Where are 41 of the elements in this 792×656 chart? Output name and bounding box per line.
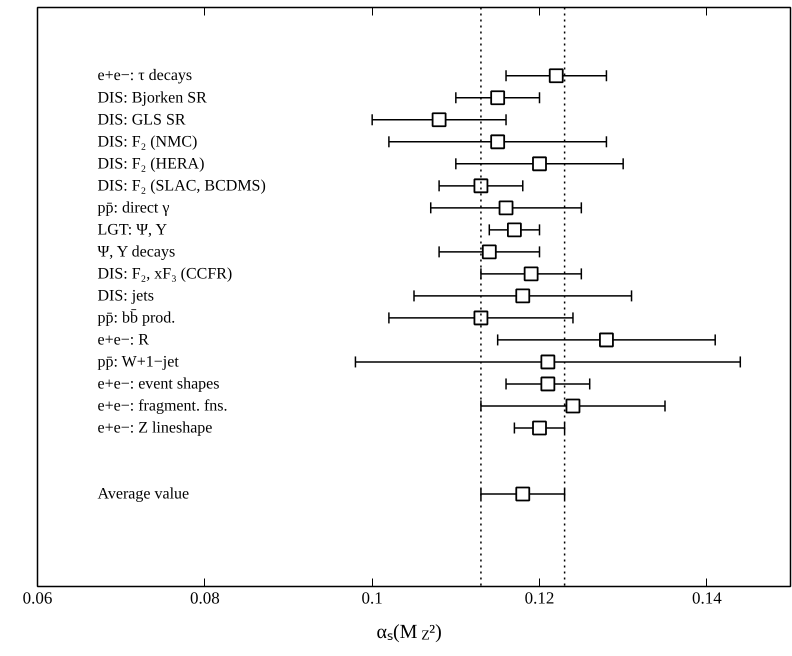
point	[548, 68, 564, 84]
y-tick-label: pp̄: direct γ	[98, 199, 170, 216]
point	[507, 222, 522, 238]
y-tick-label: Ψ, Υ decays	[98, 243, 176, 260]
point	[474, 310, 488, 326]
point	[532, 420, 547, 436]
point	[432, 112, 446, 128]
point	[540, 354, 556, 370]
point	[498, 200, 514, 216]
y-tick-label: e+e−: τ decays	[98, 67, 192, 84]
point	[515, 486, 530, 502]
point	[490, 90, 506, 106]
y-tick-label: DIS: F₂ (SLAC, BCDMS)	[98, 177, 266, 194]
y-tick-label: e+e−: Z lineshape	[98, 419, 212, 436]
x-tick-label: 0.14	[692, 588, 722, 608]
y-tick-label: pp̄: bb̄ prod.	[98, 308, 176, 326]
point	[599, 332, 614, 348]
point	[482, 244, 497, 260]
point	[540, 376, 556, 392]
y-tick-label: DIS: F₂ (NMC)	[98, 133, 198, 150]
point	[524, 266, 539, 282]
x-tick-label: 0.08	[190, 588, 220, 608]
y-tick-label: e+e−: fragment. fns.	[98, 397, 228, 414]
x-tick-label: 0.1	[362, 588, 383, 608]
y-tick-label: DIS: F₂, xF₃ (CCFR)	[98, 265, 232, 282]
y-tick-label: DIS: F₂ (HERA)	[98, 155, 204, 172]
y-tick-label: DIS: Bjorken SR	[98, 89, 208, 106]
y-tick-label: LGT: Ψ, Υ	[98, 221, 168, 238]
y-tick-label: DIS: jets	[98, 287, 154, 304]
x-tick-label: 0.06	[22, 588, 52, 608]
point	[532, 156, 547, 172]
point	[515, 288, 530, 304]
point	[566, 398, 580, 414]
x-tick-label: 0.12	[524, 588, 554, 608]
y-tick-label: pp̄: W+1−jet	[98, 353, 180, 370]
y-tick-label: e+e−: event shapes	[98, 375, 220, 392]
point	[474, 178, 488, 194]
y-tick-label: DIS: GLS SR	[98, 111, 186, 128]
y-tick-label: e+e−: R	[98, 331, 150, 348]
point	[490, 134, 506, 150]
y-tick-label: Average value	[98, 486, 190, 503]
